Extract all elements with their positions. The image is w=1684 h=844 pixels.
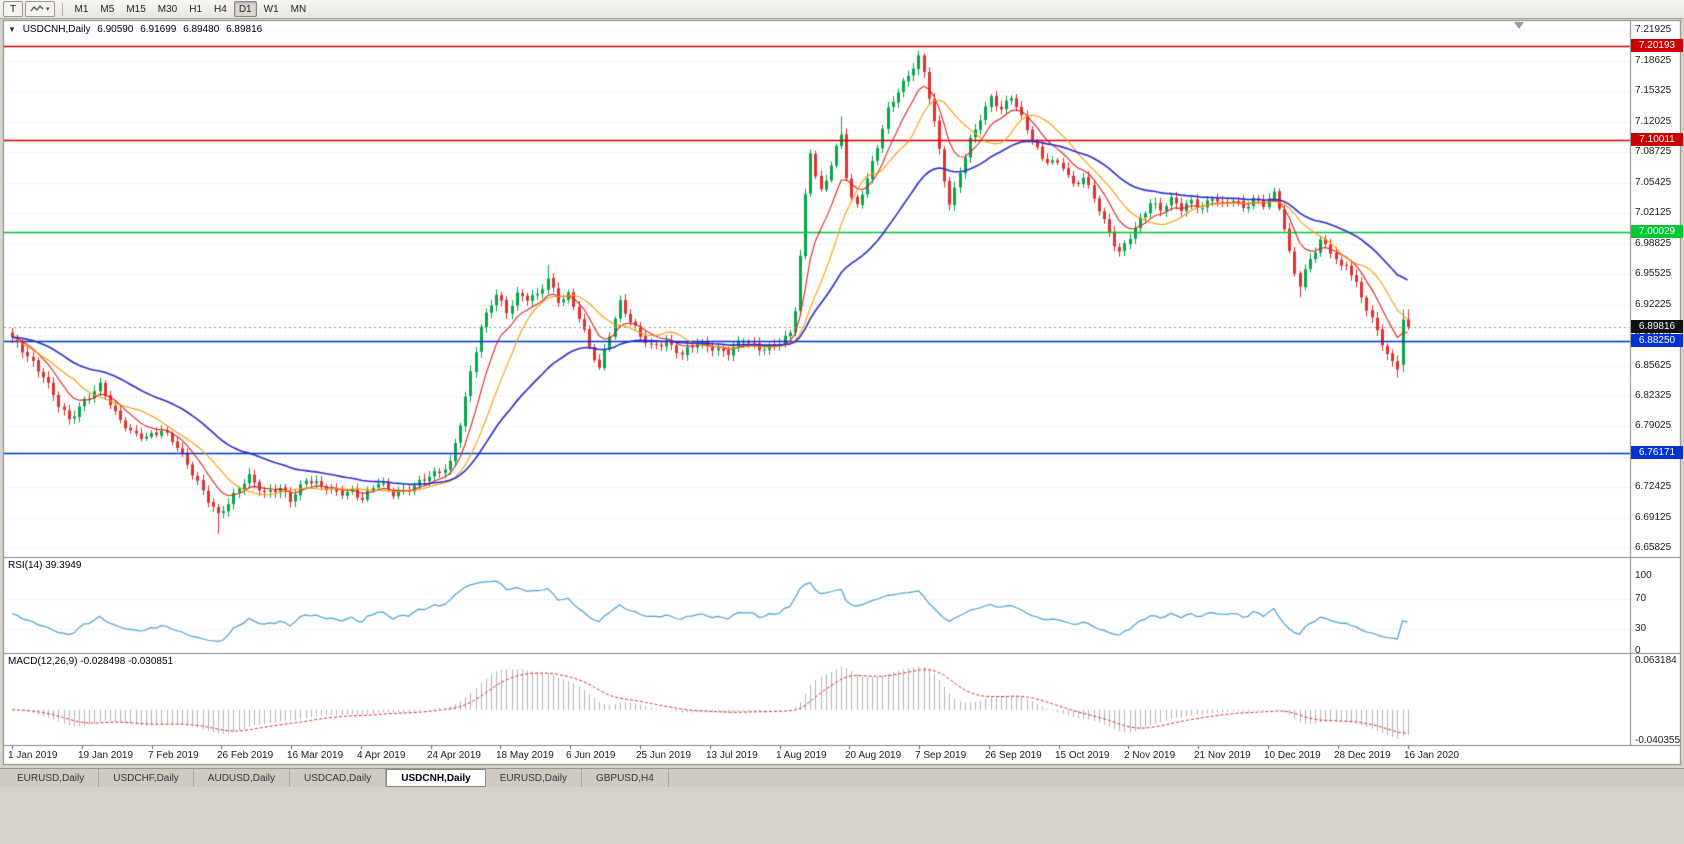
- date-axis-label: 6 Jun 2019: [566, 750, 616, 761]
- price-axis-label: 7.08725: [1635, 146, 1672, 157]
- date-axis-label: 16 Mar 2019: [287, 750, 344, 761]
- tab-bar: EURUSD,Daily USDCHF,Daily AUDUSD,Daily U…: [0, 768, 1684, 787]
- date-axis-label: 24 Apr 2019: [427, 750, 481, 761]
- macd-axis-label: -0.040355: [1635, 735, 1681, 746]
- date-axis-label: 7 Sep 2019: [915, 750, 967, 761]
- chevron-down-icon: ▾: [46, 6, 50, 13]
- toolbar: T ▾ M1 M5 M15 M30 H1 H4 D1 W1 MN: [0, 0, 1684, 19]
- date-axis-label: 26 Sep 2019: [985, 750, 1042, 761]
- price-axis-label: 6.69125: [1635, 512, 1672, 523]
- date-axis-label: 2 Nov 2019: [1124, 750, 1176, 761]
- price-axis-label: 7.02125: [1635, 207, 1672, 218]
- timeframe-button-m30[interactable]: M30: [153, 1, 182, 17]
- hline-price-badge: 7.10011: [1631, 133, 1683, 146]
- rsi-axis-label: 100: [1635, 570, 1652, 581]
- date-axis-label: 20 Aug 2019: [845, 750, 902, 761]
- date-axis-label: 18 May 2019: [496, 750, 554, 761]
- date-axis-label: 25 Jun 2019: [636, 750, 692, 761]
- collapse-arrow-icon[interactable]: ▼: [8, 25, 16, 34]
- timeframe-button-m15[interactable]: M15: [121, 1, 150, 17]
- date-axis-label: 16 Jan 2020: [1404, 750, 1460, 761]
- date-axis-label: 4 Apr 2019: [357, 750, 406, 761]
- date-axis-label: 10 Dec 2019: [1264, 750, 1321, 761]
- price-axis-label: 6.72425: [1635, 481, 1672, 492]
- tab-eurusd-daily-2[interactable]: EURUSD,Daily: [485, 769, 582, 787]
- price-axis-label: 6.85625: [1635, 360, 1672, 371]
- timeframe-button-mn[interactable]: MN: [286, 1, 312, 17]
- date-axis-label: 26 Feb 2019: [217, 750, 274, 761]
- panel-divider-macd[interactable]: [0, 651, 1684, 656]
- chart-shift-marker[interactable]: [1514, 22, 1524, 29]
- price-axis-label: 6.65825: [1635, 542, 1672, 553]
- date-axis-label: 7 Feb 2019: [148, 750, 199, 761]
- date-axis-label: 13 Jul 2019: [706, 750, 758, 761]
- tab-audusd-daily[interactable]: AUDUSD,Daily: [193, 769, 291, 787]
- low-value: 6.89480: [183, 24, 220, 35]
- price-axis-label: 6.98825: [1635, 238, 1672, 249]
- timeframe-button-m5[interactable]: M5: [95, 1, 119, 17]
- toolbar-separator: [61, 2, 63, 16]
- tab-usdcad-daily[interactable]: USDCAD,Daily: [290, 769, 387, 787]
- timeframe-button-w1[interactable]: W1: [259, 1, 284, 17]
- date-axis-label: 19 Jan 2019: [78, 750, 134, 761]
- timeframe-button-h4[interactable]: H4: [209, 1, 232, 17]
- tool-button-t[interactable]: T: [3, 1, 23, 17]
- symbol-label: USDCNH,Daily: [22, 24, 91, 35]
- date-axis-label: 1 Jan 2019: [8, 750, 58, 761]
- hline-price-badge: 7.00029: [1631, 225, 1683, 238]
- date-axis-label: 21 Nov 2019: [1194, 750, 1251, 761]
- date-axis-label: 1 Aug 2019: [776, 750, 827, 761]
- open-value: 6.90590: [97, 24, 134, 35]
- tab-usdchf-daily[interactable]: USDCHF,Daily: [99, 769, 194, 787]
- chart-tools-icon: [30, 5, 44, 12]
- close-value: 6.89816: [226, 24, 263, 35]
- panel-divider-rsi[interactable]: [0, 555, 1684, 560]
- price-axis-label: 6.95525: [1635, 268, 1672, 279]
- rsi-axis-label: 70: [1635, 593, 1647, 604]
- rsi-axis-label: 0: [1635, 645, 1641, 656]
- price-axis-label: 7.15325: [1635, 85, 1672, 96]
- macd-axis-label: 0.063184: [1635, 655, 1677, 666]
- price-axis-label: 6.79025: [1635, 420, 1672, 431]
- timeframe-button-h1[interactable]: H1: [184, 1, 207, 17]
- price-axis-label: 7.05425: [1635, 177, 1672, 188]
- ohlc-header: ▼ USDCNH,Daily 6.90590 6.91699 6.89480 6…: [8, 24, 266, 35]
- price-axis-label: 7.18625: [1635, 55, 1672, 66]
- hline-price-badge: 6.88250: [1631, 334, 1683, 347]
- tab-eurusd-daily[interactable]: EURUSD,Daily: [3, 769, 100, 787]
- rsi-header: RSI(14) 39.3949: [8, 560, 82, 571]
- price-axis-label: 6.92225: [1635, 299, 1672, 310]
- date-axis-label: 28 Dec 2019: [1334, 750, 1391, 761]
- timeframe-button-d1[interactable]: D1: [233, 1, 257, 17]
- high-value: 6.91699: [140, 24, 177, 35]
- hline-price-badge: 7.20193: [1631, 39, 1683, 52]
- current-price-badge: 6.89816: [1631, 320, 1683, 333]
- date-axis-label: 15 Oct 2019: [1055, 750, 1110, 761]
- timeframe-button-m1[interactable]: M1: [70, 1, 94, 17]
- chart-tools-button[interactable]: ▾: [25, 1, 55, 17]
- tab-usdcnh-daily[interactable]: USDCNH,Daily: [386, 769, 486, 787]
- macd-header: MACD(12,26,9) -0.028498 -0.030851: [8, 656, 174, 667]
- price-axis-label: 6.82325: [1635, 390, 1672, 401]
- hline-price-badge: 6.76171: [1631, 446, 1683, 459]
- price-axis-label: 7.12025: [1635, 116, 1672, 127]
- tab-gbpusd-h4[interactable]: GBPUSD,H4: [581, 769, 669, 787]
- rsi-axis-label: 30: [1635, 623, 1647, 634]
- price-axis-label: 7.21925: [1635, 24, 1672, 35]
